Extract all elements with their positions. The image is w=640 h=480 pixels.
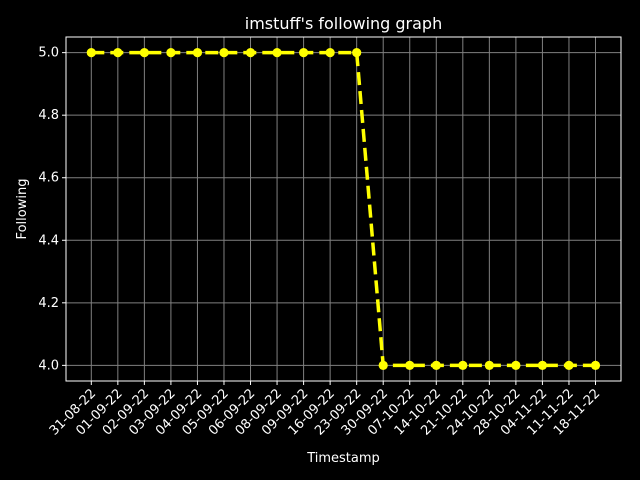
data-point xyxy=(113,48,123,58)
data-point xyxy=(272,48,282,58)
y-tick-label: 4.2 xyxy=(38,296,59,311)
y-axis: 4.0 4.2 4.4 4.6 4.8 5.0 xyxy=(38,46,66,373)
data-point xyxy=(458,360,468,370)
plot-frame xyxy=(65,36,622,382)
x-axis-label: Timestamp xyxy=(306,451,380,466)
data-point xyxy=(86,48,96,58)
data-point xyxy=(298,48,309,58)
data-point xyxy=(139,48,149,58)
data-point xyxy=(245,48,256,58)
data-point xyxy=(405,360,415,370)
data-point xyxy=(590,360,601,370)
y-tick-label: 4.8 xyxy=(38,108,59,123)
grid xyxy=(66,37,621,381)
y-axis-label: Following xyxy=(15,179,30,240)
y-tick-label: 4.4 xyxy=(38,233,59,248)
data-point xyxy=(325,48,335,58)
y-tick-label: 5.0 xyxy=(38,46,59,61)
data-point xyxy=(219,48,229,58)
chart-title: imstuff's following graph xyxy=(245,14,442,33)
series-layer xyxy=(86,48,601,370)
y-tick-label: 4.6 xyxy=(38,171,59,186)
data-point xyxy=(431,360,441,370)
data-point xyxy=(537,360,548,370)
data-point xyxy=(192,48,203,58)
data-point xyxy=(564,360,574,370)
data-point xyxy=(484,360,494,370)
data-point xyxy=(352,48,362,58)
y-tick-label: 4.0 xyxy=(38,358,59,373)
data-point xyxy=(511,360,521,370)
data-point xyxy=(378,360,388,370)
data-point xyxy=(166,48,176,58)
